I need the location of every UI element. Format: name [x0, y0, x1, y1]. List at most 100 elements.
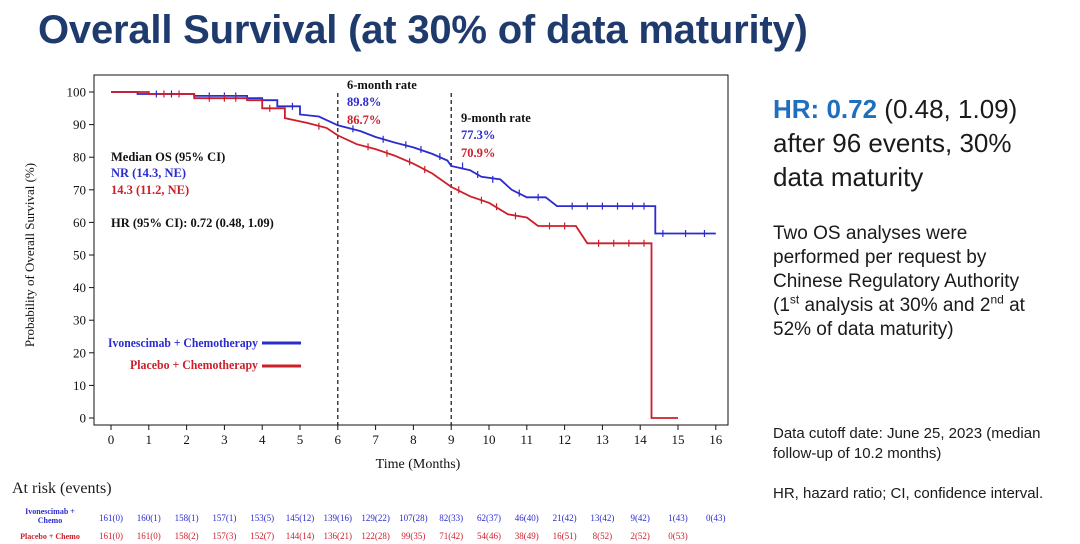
ivonescimab-curve — [111, 91, 716, 235]
at-risk-cell: 161(0) — [137, 531, 161, 541]
at-risk-cell: 152(7) — [250, 531, 274, 541]
reference-lines — [337, 93, 452, 425]
at-risk-cell: 139(16) — [324, 513, 353, 523]
at-risk-cell: 129(22) — [361, 513, 390, 523]
six-month-pbo-rate: 86.7% — [347, 113, 381, 127]
nine-month-ivo-rate: 77.3% — [461, 128, 495, 142]
at-risk-cell: 1(43) — [668, 513, 688, 523]
plot-frame — [93, 74, 729, 426]
y-tick-label: 90 — [73, 117, 86, 132]
x-tick-label: 14 — [634, 432, 648, 447]
x-tick-label: 13 — [596, 432, 609, 447]
analyses-note: Two OS analyses were performed per reque… — [773, 222, 1073, 342]
x-tick-label: 6 — [335, 432, 342, 447]
note-line-5: 52% of data maturity) — [773, 319, 954, 340]
y-axis-label: Probability of Overall Survival (%) — [22, 163, 37, 347]
at-risk-cell: 82(33) — [439, 513, 463, 523]
page-title: Overall Survival (at 30% of data maturit… — [38, 8, 808, 52]
at-risk-cell: 62(37) — [477, 513, 501, 523]
six-month-header: 6-month rate — [347, 78, 417, 92]
x-tick-label: 1 — [146, 432, 153, 447]
y-tick-label: 70 — [73, 182, 86, 197]
at-risk-cell: 16(51) — [553, 531, 577, 541]
x-tick-label: 8 — [410, 432, 417, 447]
y-tick-label: 60 — [73, 215, 86, 230]
at-risk-cell: 21(42) — [553, 513, 577, 523]
hr-annotation: HR (95% CI): 0.72 (0.48, 1.09) — [111, 216, 274, 230]
chart-legend: Ivonescimab + Chemotherapy Placebo + Che… — [108, 336, 301, 372]
at-risk-cell: 158(1) — [175, 513, 199, 523]
median-os-header: Median OS (95% CI) — [111, 150, 225, 164]
placebo-curve — [111, 91, 678, 419]
note-line-2: performed per request by — [773, 247, 987, 268]
at-risk-cell: 158(2) — [175, 531, 199, 541]
hr-label: HR: — [773, 94, 820, 124]
hr-line-2: after 96 events, 30% — [773, 128, 1012, 158]
at-risk-cell: 157(1) — [212, 513, 236, 523]
hr-line-1: HR: 0.72 (0.48, 1.09) — [773, 92, 1073, 126]
x-tick-label: 5 — [297, 432, 304, 447]
at-risk-row-label: Placebo + Chemo — [20, 532, 80, 541]
at-risk-cell: 71(42) — [439, 531, 463, 541]
at-risk-table: Ivonescimab +Chemo 161(0) 160(1) 158(1) 157(… — [20, 507, 725, 541]
censor-marks — [155, 90, 706, 247]
note-a1: (1 — [773, 295, 790, 316]
at-risk-cell: 0(53) — [668, 531, 688, 541]
nine-month-header: 9-month rate — [461, 111, 531, 125]
y-tick-label: 100 — [67, 85, 87, 100]
at-risk-cell: 157(3) — [212, 531, 236, 541]
at-risk-cell: 38(49) — [515, 531, 539, 541]
x-tick-label: 12 — [558, 432, 571, 447]
y-tick-label: 0 — [80, 411, 87, 426]
at-risk-cell: 160(1) — [137, 513, 161, 523]
note-a2: analysis at 30% and 2 — [799, 295, 991, 316]
at-risk-cell: 13(42) — [590, 513, 614, 523]
at-risk-cell: 161(0) — [99, 513, 123, 523]
at-risk-cell: 2(52) — [630, 531, 650, 541]
at-risk-cell: 46(40) — [515, 513, 539, 523]
x-tick-label: 11 — [521, 432, 534, 447]
at-risk-title: At risk (events) — [12, 480, 112, 497]
note-sup2: nd — [990, 292, 1004, 307]
at-risk-cell: 144(14) — [286, 531, 315, 541]
at-risk-cell: 8(52) — [593, 531, 613, 541]
x-tick-label: 2 — [183, 432, 190, 447]
x-axis-label: Time (Months) — [376, 457, 461, 472]
six-month-ivo-rate: 89.8% — [347, 95, 381, 109]
note-line-4: (1st analysis at 30% and 2nd at — [773, 294, 1073, 318]
at-risk-cell: 99(35) — [401, 531, 425, 541]
nine-month-pbo-rate: 70.9% — [461, 146, 495, 160]
x-tick-label: 16 — [709, 432, 723, 447]
at-risk-cell: 145(12) — [286, 513, 315, 523]
y-tick-label: 10 — [73, 378, 86, 393]
at-risk-cell: 136(21) — [324, 531, 353, 541]
at-risk-cell: 0(43) — [706, 513, 726, 523]
legend-label-placebo: Placebo + Chemotherapy — [130, 358, 259, 372]
x-tick-label: 4 — [259, 432, 266, 447]
x-tick-label: 10 — [483, 432, 496, 447]
median-os-pbo: 14.3 (11.2, NE) — [111, 183, 189, 197]
hr-ci: (0.48, 1.09) — [884, 94, 1018, 124]
at-risk-cell: 54(46) — [477, 531, 501, 541]
note-a3: at — [1003, 295, 1025, 316]
y-tick-label: 80 — [73, 150, 86, 165]
y-tick-label: 20 — [73, 345, 86, 360]
x-tick-label: 15 — [672, 432, 685, 447]
median-os-ivo: NR (14.3, NE) — [111, 166, 186, 180]
legend-label-ivonescimab: Ivonescimab + Chemotherapy — [108, 336, 259, 350]
hr-line-3: data maturity — [773, 162, 924, 192]
x-tick-label: 3 — [221, 432, 228, 447]
y-tick-label: 40 — [73, 280, 86, 295]
y-tick-label: 30 — [73, 313, 86, 328]
note-line-3: Chinese Regulatory Authority — [773, 271, 1020, 292]
at-risk-cell: 153(5) — [250, 513, 274, 523]
chart-axes: 0 1 2 3 4 5 6 7 8 9 10 11 12 13 14 15 160102030405060708… — [67, 74, 729, 447]
survival-curves — [111, 91, 716, 419]
at-risk-cell: 122(28) — [361, 531, 390, 541]
hr-summary: HR: 0.72 (0.48, 1.09) after 96 events, 3… — [773, 92, 1073, 194]
at-risk-cell: 161(0) — [99, 531, 123, 541]
note-sup1: st — [789, 292, 800, 307]
hr-value: 0.72 — [826, 94, 878, 124]
at-risk-cell: 9(42) — [630, 513, 650, 523]
